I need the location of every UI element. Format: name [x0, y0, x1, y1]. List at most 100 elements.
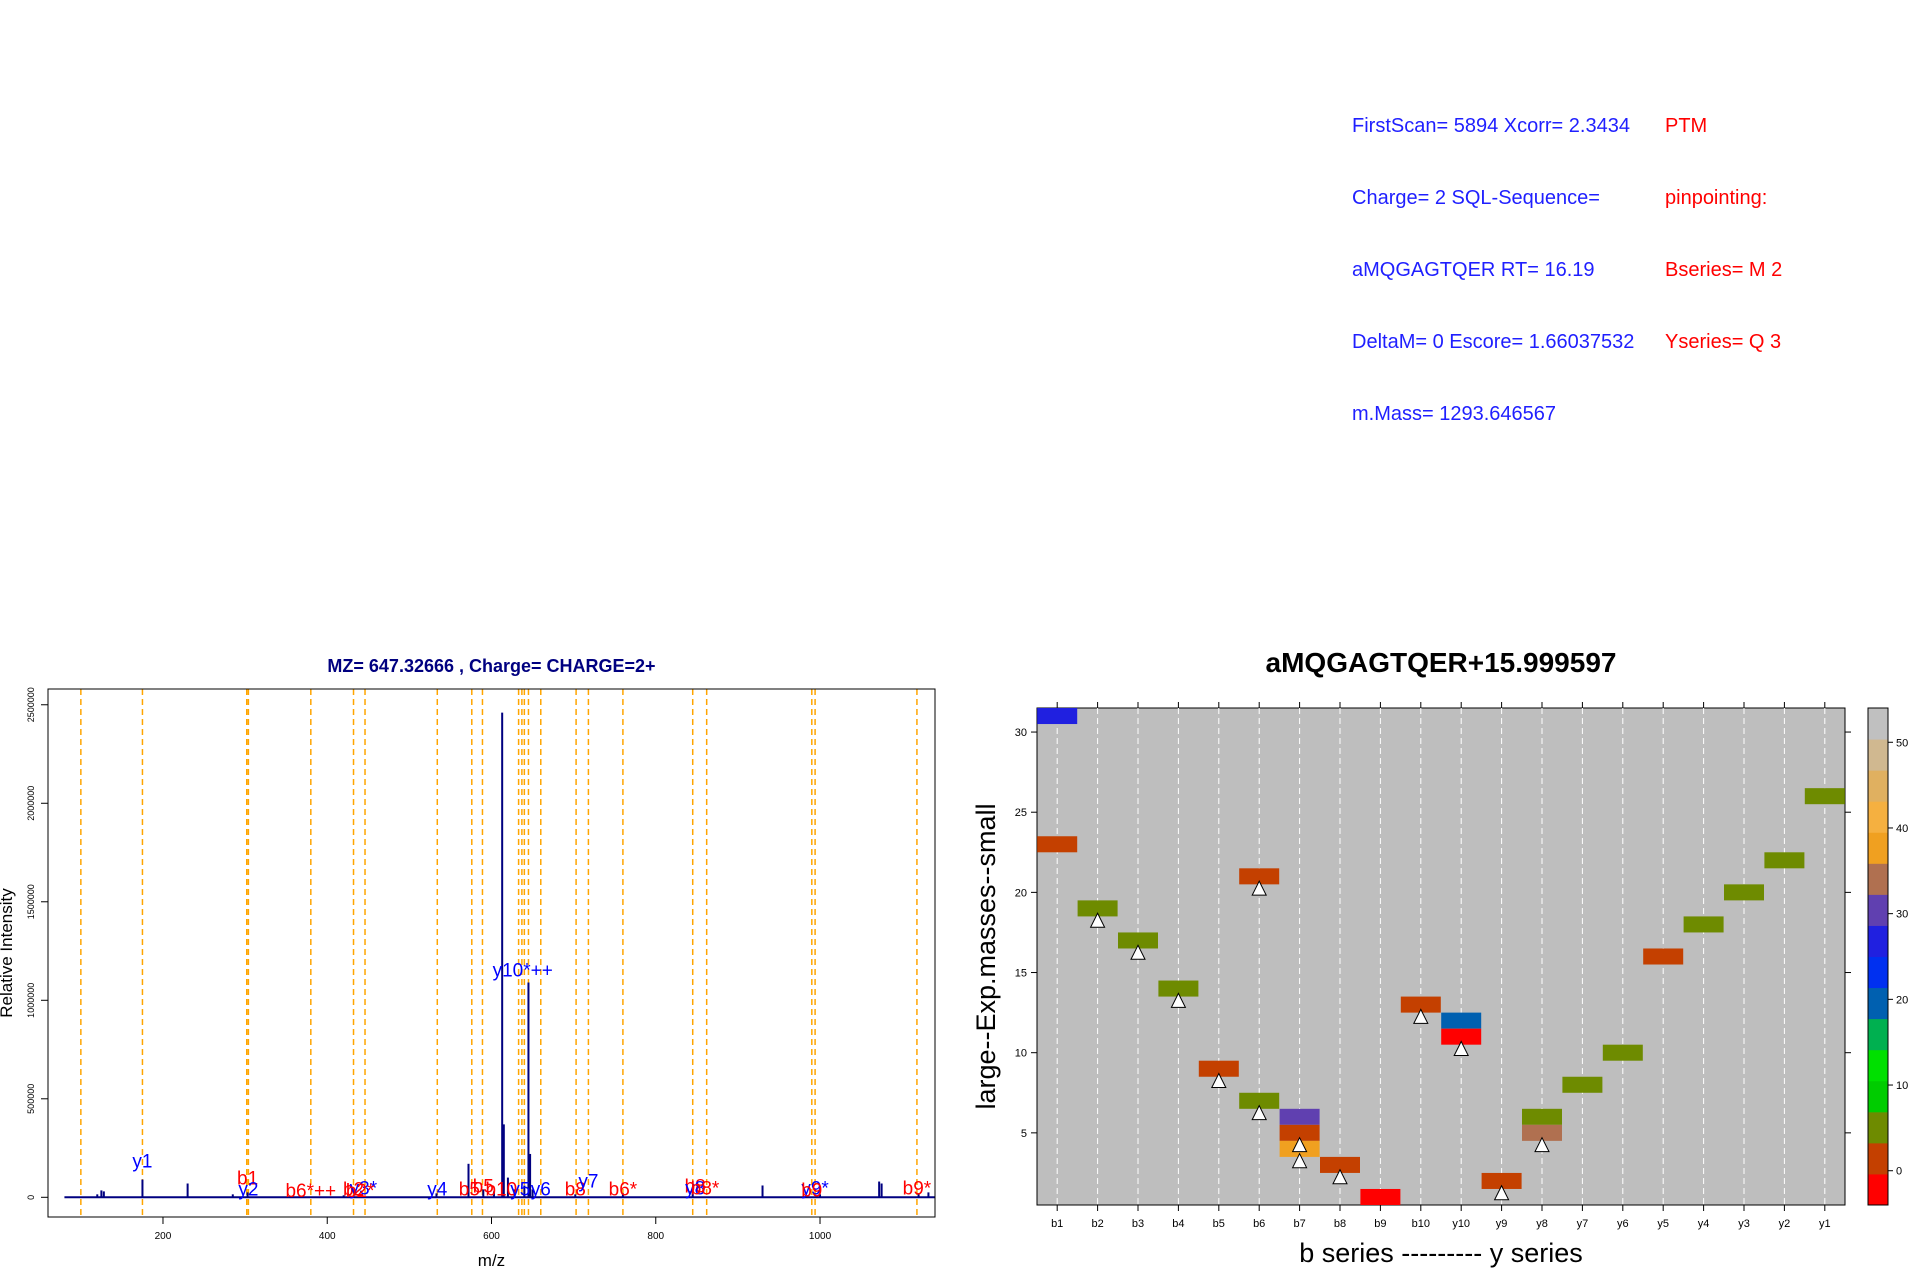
colorbar-segment	[1868, 739, 1888, 771]
y-tick-label: 2000000	[26, 786, 36, 821]
heatmap-cell	[1239, 868, 1280, 885]
ion-label: y3*	[350, 1178, 378, 1199]
colorbar-tick-label: 40	[1896, 823, 1908, 835]
x-tick-label: b9	[1374, 1218, 1386, 1230]
heatmap-cell	[1279, 1124, 1320, 1141]
heatmap-cell	[1643, 948, 1684, 965]
match-triangle	[1251, 880, 1268, 896]
colorbar-segment	[1868, 956, 1888, 989]
x-tick-label: b2	[1091, 1218, 1103, 1230]
x-tick-label: y2	[1779, 1218, 1791, 1230]
match-triangle	[1251, 1104, 1268, 1121]
ion-label: b5	[459, 1179, 480, 1200]
match-triangle	[1291, 1152, 1308, 1169]
colorbar-tick-label: 0	[1896, 1166, 1902, 1178]
y-tick-label: 5	[1021, 1128, 1027, 1140]
colorbar-segment	[1868, 801, 1888, 833]
spectrum-chart: MZ= 647.32666 , Charge= CHARGE=2+ 200 400 6…	[0, 656, 936, 1270]
match-triangle	[1170, 992, 1187, 1008]
heatmap-cell	[1239, 1092, 1280, 1109]
heatmap-cell	[1320, 1156, 1360, 1173]
ion-label: y10*++	[493, 961, 553, 982]
ion-label: y7	[578, 1171, 598, 1192]
colorbar-tick-label: 20	[1896, 994, 1908, 1006]
ion-label: y6	[531, 1179, 551, 1200]
colorbar-segment	[1868, 987, 1888, 1020]
colorbar-segment	[1868, 894, 1888, 926]
x-axis-label: b series --------- y series	[1299, 1238, 1583, 1268]
colorbar-segment	[1868, 1111, 1888, 1144]
heatmap-cell	[1522, 1108, 1562, 1125]
x-tick-label: 400	[319, 1231, 336, 1242]
x-tick-label: b4	[1172, 1218, 1184, 1230]
x-tick-label: b7	[1293, 1218, 1305, 1230]
match-triangle	[1493, 1184, 1510, 1201]
heatmap-cell	[1602, 1044, 1643, 1061]
heatmap-cell	[1118, 932, 1158, 949]
ion-label: y9*	[801, 1178, 829, 1199]
y-tick-label: 1500000	[26, 884, 36, 919]
heatmap-cell	[1522, 1124, 1562, 1141]
y-tick-label: 20	[1015, 887, 1027, 899]
x-tick-label: b8	[1334, 1218, 1346, 1230]
y-tick-label: 2500000	[26, 687, 36, 722]
match-triangle	[1534, 1136, 1550, 1153]
ion-label: b1	[237, 1168, 258, 1189]
match-triangle	[1453, 1040, 1470, 1056]
heatmap-cell	[1764, 852, 1805, 869]
heatmap-cell	[1441, 1012, 1482, 1029]
scan-info-blue: FirstScan= 5894 Xcorr= 2.3434 Charge= 2 …	[1352, 66, 1634, 450]
scan-info-line: m.Mass= 1293.646567	[1352, 403, 1557, 425]
ion-label: y1	[132, 1152, 152, 1173]
x-tick-label: 600	[483, 1231, 500, 1242]
heatmap-background	[1036, 707, 1846, 1206]
heatmap-cell	[1077, 900, 1118, 917]
ion-label: b2*	[346, 1181, 375, 1202]
heatmap-cell	[1158, 980, 1199, 997]
ion-label: y2	[238, 1179, 258, 1200]
heatmap-cell	[1037, 836, 1078, 853]
match-triangle	[1210, 1072, 1227, 1089]
x-tick-label: 200	[155, 1231, 172, 1242]
colorbar-segment	[1868, 708, 1888, 740]
colorbar-segment	[1868, 863, 1888, 895]
ion-label: b9*	[903, 1178, 932, 1199]
ion-label: b2	[343, 1179, 364, 1200]
heatmap-cell	[1360, 1188, 1401, 1205]
x-tick-label: y3	[1738, 1218, 1750, 1230]
scan-info-line: Charge= 2 SQL-Sequence=	[1352, 187, 1600, 209]
ptm-info-line: Yseries= Q 3	[1665, 331, 1782, 353]
heatmap-title: aMQGAGTQER+15.999597	[1266, 647, 1617, 678]
ptm-info-red: PTM pinpointing: Bseries= M 2 Yseries= Q…	[1665, 66, 1782, 378]
x-tick-label: y9	[1496, 1218, 1508, 1230]
colorbar-segment	[1868, 925, 1888, 957]
colorbar-segment	[1868, 832, 1888, 864]
heatmap-cell	[1279, 1108, 1320, 1125]
ion-label: b6*++	[285, 1181, 336, 1202]
x-tick-label: y8	[1536, 1218, 1548, 1230]
y-axis-label: large--Exp.masses--small	[971, 803, 1001, 1109]
ptm-info-line: PTM	[1665, 115, 1708, 137]
colorbar-frame	[1867, 707, 1889, 1206]
match-triangle	[1130, 944, 1146, 960]
heatmap-cell	[1481, 1172, 1522, 1189]
ptm-info-line: pinpointing:	[1665, 187, 1768, 209]
x-tick-label: b6	[1253, 1218, 1265, 1230]
colorbar-tick-label: 30	[1896, 909, 1908, 921]
spectrum-title: MZ= 647.32666 , Charge= CHARGE=2+	[327, 656, 655, 676]
ion-label: b10	[486, 1179, 518, 1200]
heatmap-cell	[1198, 1060, 1239, 1077]
x-tick-label: y10	[1452, 1218, 1470, 1230]
scan-info-line: aMQGAGTQER RT= 16.19	[1352, 259, 1595, 281]
x-tick-label: b1	[1051, 1218, 1063, 1230]
ion-label: b6*	[609, 1179, 638, 1200]
y-tick-label: 15	[1015, 968, 1027, 980]
match-triangle	[1412, 1008, 1429, 1024]
ion-label: b8	[685, 1176, 706, 1197]
match-triangle	[1089, 912, 1106, 928]
ion-label: y8	[685, 1178, 705, 1199]
x-tick-label: y6	[1617, 1218, 1629, 1230]
y-tick-label: 25	[1015, 807, 1027, 819]
scan-info-line: FirstScan= 5894 Xcorr= 2.3434	[1352, 115, 1630, 137]
